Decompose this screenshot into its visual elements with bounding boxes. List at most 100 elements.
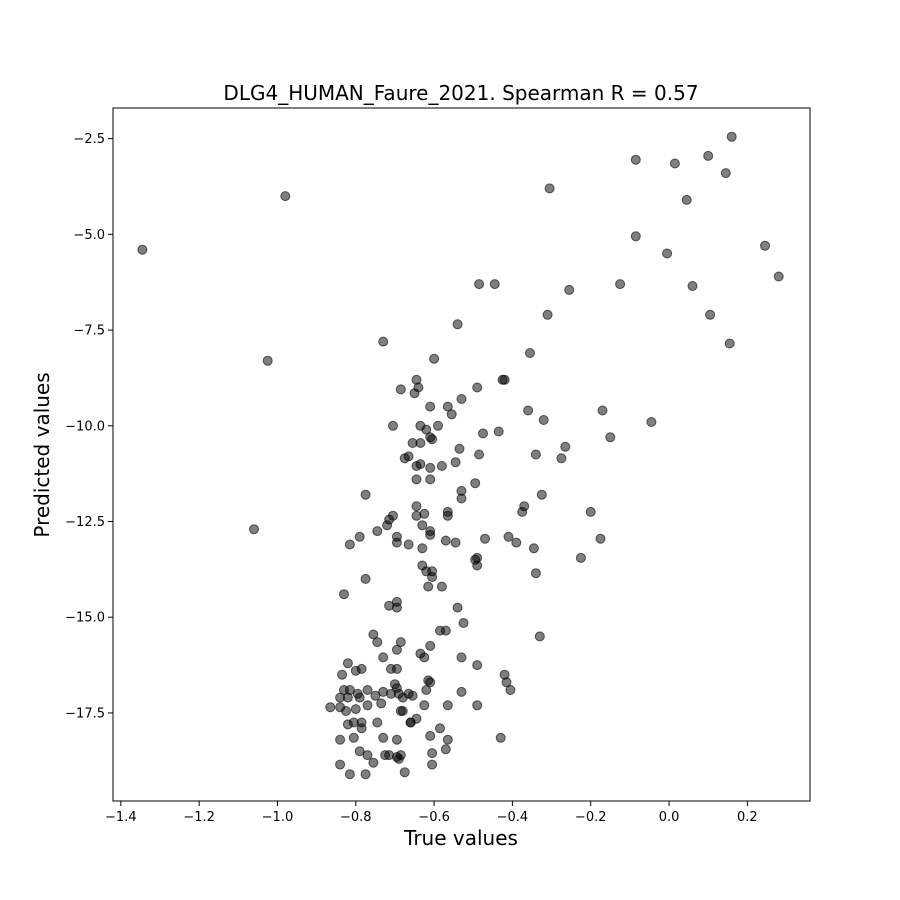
data-point (344, 539, 355, 550)
data-point (378, 732, 389, 743)
data-point (344, 769, 355, 780)
data-point (419, 508, 430, 519)
data-point (597, 405, 608, 416)
data-point (341, 706, 351, 716)
data-point (388, 420, 398, 431)
data-point (378, 652, 389, 663)
data-point (450, 537, 461, 548)
y-tick-label: −5.0 (73, 228, 105, 243)
data-point (354, 746, 365, 757)
data-point (646, 417, 657, 427)
data-point (564, 284, 575, 295)
data-point (436, 461, 447, 471)
data-point (669, 158, 680, 169)
data-point (630, 154, 641, 165)
data-point (585, 506, 596, 517)
data-point (391, 644, 402, 655)
data-point (705, 309, 716, 320)
data-point (419, 652, 430, 663)
data-point (681, 194, 692, 205)
data-point (474, 279, 485, 290)
data-point (456, 686, 467, 697)
data-point (560, 441, 571, 452)
x-tick-label: −1.2 (183, 810, 215, 825)
data-point (425, 529, 436, 540)
data-point (407, 690, 418, 701)
data-point (474, 449, 485, 460)
data-point (511, 537, 522, 548)
data-point (378, 336, 389, 347)
data-point (425, 677, 436, 688)
data-point (425, 401, 436, 412)
data-point (362, 685, 373, 695)
data-point (480, 533, 490, 544)
data-point (456, 394, 467, 404)
data-point (517, 506, 528, 517)
data-point (370, 690, 381, 701)
data-point (440, 625, 451, 636)
data-point (687, 281, 698, 291)
data-point (342, 692, 353, 703)
data-point (417, 543, 428, 554)
data-point (425, 730, 436, 741)
data-point (411, 501, 422, 512)
x-tick-label: 0.0 (659, 810, 680, 825)
data-point (350, 704, 361, 715)
data-point (456, 652, 467, 663)
data-point (458, 618, 469, 628)
data-point (335, 734, 346, 745)
data-point (393, 753, 404, 764)
data-point (442, 734, 453, 745)
data-point (427, 434, 438, 445)
data-point (489, 279, 500, 290)
data-point (472, 382, 483, 393)
data-point (575, 552, 586, 563)
data-point (536, 489, 547, 500)
data-point (452, 319, 463, 330)
data-point (419, 700, 430, 711)
y-tick-label: −10.0 (65, 419, 105, 434)
x-axis-label: True values (403, 826, 518, 850)
data-point (397, 692, 408, 703)
data-point (530, 449, 541, 460)
x-tick-label: −0.2 (575, 810, 607, 825)
data-point (478, 428, 488, 439)
data-point (399, 767, 410, 778)
data-point (421, 424, 432, 435)
data-point (342, 658, 353, 669)
data-point (360, 489, 371, 500)
data-point (382, 520, 393, 531)
data-point (335, 759, 346, 770)
data-point (409, 388, 420, 399)
data-point (530, 568, 541, 579)
data-point (262, 355, 273, 366)
data-point (280, 191, 291, 202)
data-point (503, 531, 514, 542)
x-tick-label: −1.4 (105, 810, 137, 825)
data-point (425, 474, 436, 485)
data-point (501, 677, 512, 688)
data-point (386, 688, 396, 699)
data-point (399, 453, 410, 464)
data-point (360, 769, 371, 780)
data-point (411, 474, 422, 485)
data-point (397, 706, 408, 716)
data-point (472, 700, 483, 711)
data-point (427, 759, 438, 770)
x-tick-label: −0.4 (497, 810, 529, 825)
data-point (662, 248, 673, 259)
data-point (534, 631, 545, 642)
data-point (427, 748, 438, 759)
data-point (454, 443, 465, 454)
data-point (249, 524, 259, 535)
data-point (360, 573, 371, 584)
data-point (544, 183, 555, 194)
data-point (505, 685, 516, 695)
x-tick-label: −0.8 (340, 810, 372, 825)
data-point (470, 478, 481, 489)
y-tick-label: −15.0 (65, 611, 105, 626)
data-point (450, 457, 461, 468)
data-point (456, 493, 467, 504)
data-point (760, 240, 770, 251)
data-point (726, 131, 737, 142)
